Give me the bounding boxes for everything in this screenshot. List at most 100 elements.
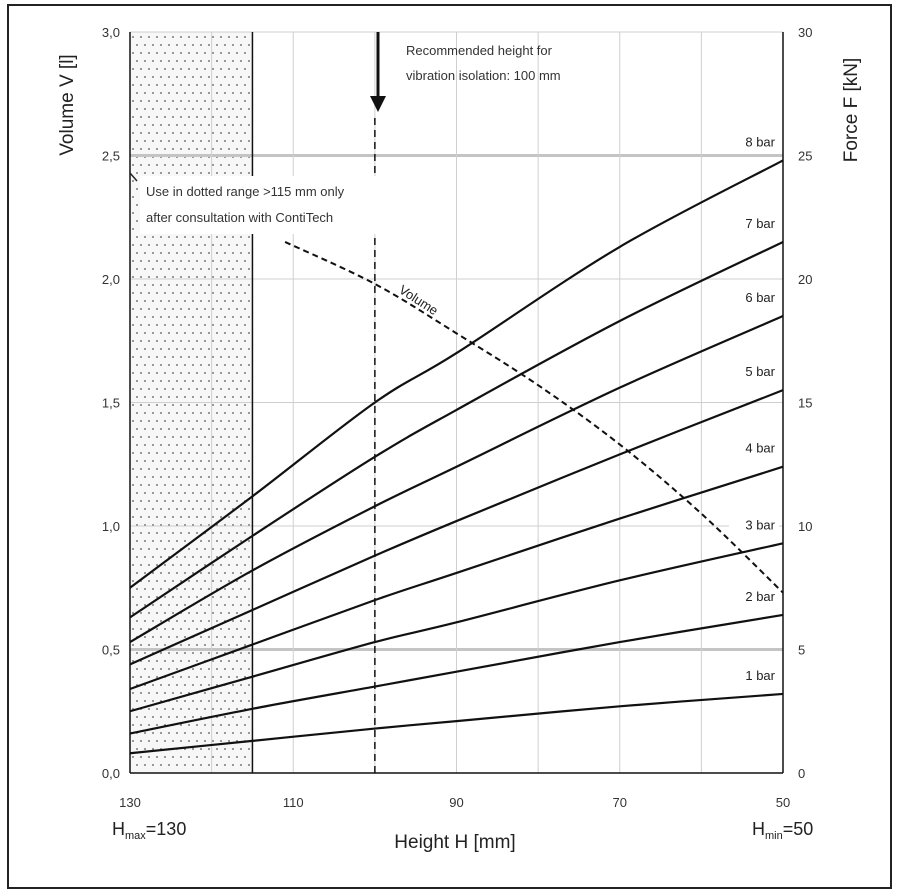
stipple-dot (144, 124, 146, 126)
stipple-dot (132, 436, 134, 438)
stipple-dot (236, 356, 238, 358)
stipple-dot (156, 244, 158, 246)
stipple-dot (188, 340, 190, 342)
stipple-dot (220, 436, 222, 438)
y-tick-label-right: 10 (798, 519, 812, 534)
stipple-dot (228, 372, 230, 374)
grid (129, 31, 784, 774)
stipple-dot (184, 348, 186, 350)
stipple-dot (180, 100, 182, 102)
stipple-dot (200, 76, 202, 78)
stipple-dot (176, 668, 178, 670)
stipple-dot (236, 516, 238, 518)
stipple-dot (156, 660, 158, 662)
stipple-dot (244, 292, 246, 294)
stipple-dot (216, 636, 218, 638)
stipple-dot (144, 508, 146, 510)
stipple-dot (220, 596, 222, 598)
stipple-dot (156, 436, 158, 438)
stipple-dot (172, 116, 174, 118)
stipple-dot (220, 356, 222, 358)
stipple-dot (136, 268, 138, 270)
stipple-dot (192, 428, 194, 430)
stipple-dot (148, 164, 150, 166)
stipple-dot (204, 468, 206, 470)
stipple-dot (240, 76, 242, 78)
stipple-dot (156, 372, 158, 374)
stipple-dot (220, 308, 222, 310)
stipple-dot (164, 388, 166, 390)
stipple-dot (172, 292, 174, 294)
stipple-dot (236, 692, 238, 694)
stipple-dot (172, 580, 174, 582)
stipple-dot (244, 164, 246, 166)
stipple-dot (152, 124, 154, 126)
stipple-dot (216, 460, 218, 462)
stipple-dot (132, 756, 134, 758)
stipple-dot (140, 52, 142, 54)
stipple-dot (156, 500, 158, 502)
stipple-dot (184, 508, 186, 510)
stipple-dot (176, 44, 178, 46)
stipple-dot (228, 612, 230, 614)
stipple-dot (176, 412, 178, 414)
stipple-dot (204, 148, 206, 150)
axes (129, 32, 784, 774)
stipple-dot (236, 708, 238, 710)
stipple-dot (232, 748, 234, 750)
stipple-dot (244, 564, 246, 566)
stipple-dot (220, 388, 222, 390)
stipple-dot (148, 692, 150, 694)
stipple-dot (168, 668, 170, 670)
stipple-dot (216, 172, 218, 174)
stipple-dot (140, 628, 142, 630)
stipple-dot (228, 324, 230, 326)
y-tick-label-left: 3,0 (102, 25, 120, 40)
stipple-dot (204, 52, 206, 54)
stipple-dot (200, 396, 202, 398)
stipple-dot (208, 620, 210, 622)
stipple-dot (156, 276, 158, 278)
stipple-dot (240, 556, 242, 558)
stipple-dot (236, 484, 238, 486)
stipple-dot (200, 652, 202, 654)
stipple-dot (224, 556, 226, 558)
stipple-dot (208, 236, 210, 238)
stipple-dot (152, 588, 154, 590)
stipple-dot (148, 36, 150, 38)
stipple-dot (160, 60, 162, 62)
stipple-dot (132, 116, 134, 118)
stipple-dot (224, 380, 226, 382)
stipple-dot (204, 548, 206, 550)
stipple-dot (140, 132, 142, 134)
stipple-dot (168, 652, 170, 654)
stipple-dot (232, 428, 234, 430)
stipple-dot (168, 252, 170, 254)
stipple-dot (196, 628, 198, 630)
stipple-dot (180, 452, 182, 454)
stipple-dot (192, 684, 194, 686)
stipple-dot (232, 268, 234, 270)
stipple-dot (236, 84, 238, 86)
x-tick-label: 90 (449, 795, 463, 810)
stipple-dot (132, 740, 134, 742)
stipple-dot (232, 140, 234, 142)
stipple-dot (208, 364, 210, 366)
stipple-dot (192, 44, 194, 46)
stipple-dot (188, 660, 190, 662)
stipple-dot (176, 572, 178, 574)
stipple-dot (136, 764, 138, 766)
stipple-dot (164, 244, 166, 246)
stipple-dot (220, 404, 222, 406)
stipple-dot (184, 684, 186, 686)
stipple-dot (140, 692, 142, 694)
stipple-dot (216, 236, 218, 238)
stipple-dot (192, 556, 194, 558)
stipple-dot (196, 484, 198, 486)
stipple-dot (240, 364, 242, 366)
stipple-dot (184, 476, 186, 478)
stipple-dot (236, 564, 238, 566)
stipple-dot (244, 340, 246, 342)
stipple-dot (200, 252, 202, 254)
stipple-dot (156, 292, 158, 294)
